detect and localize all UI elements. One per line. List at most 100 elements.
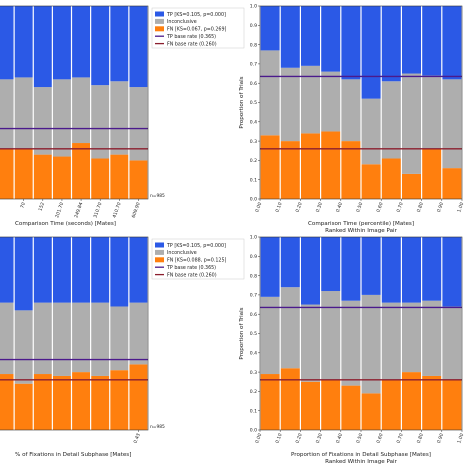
bar-segment-fn: [129, 160, 148, 199]
y-tick-label: 0.8: [250, 42, 257, 48]
y-tick-label: 0.1: [250, 177, 257, 183]
bar-segment-fn: [72, 143, 91, 199]
bar-segment-tp: [33, 237, 52, 303]
y-axis-label: Proportion of Trials: [239, 76, 245, 128]
bar-segment-fn: [280, 141, 300, 199]
bar-segment-fn: [14, 148, 33, 199]
bar-segment-inconclusive: [341, 79, 361, 142]
bar-segment-tp: [301, 6, 320, 66]
legend-swatch-fn: [155, 26, 164, 32]
bar-segment-fn: [0, 148, 14, 199]
y-tick-label: 0.7: [250, 293, 257, 299]
y-tick-label: 0.6: [250, 312, 257, 318]
bar-segment-tp: [280, 6, 300, 68]
y-tick-label: 0.8: [250, 273, 257, 279]
bar-segment-tp: [129, 237, 148, 303]
bar-segment-inconclusive: [442, 306, 462, 380]
bar-segment-inconclusive: [110, 306, 129, 371]
bar-segment-tp: [110, 6, 129, 82]
bar-segment-tp: [301, 237, 320, 305]
bar-segment-inconclusive: [91, 302, 110, 376]
bar-segment-inconclusive: [14, 77, 33, 149]
y-axis-label: Proportion of Trials: [239, 307, 245, 359]
bar-segment-inconclusive: [361, 294, 381, 394]
x-axis-label: Comparison Time (percentile) [Mates]: [308, 221, 414, 227]
bar-segment-tp: [422, 237, 442, 301]
y-tick-label: 0.0: [250, 197, 257, 203]
bar-segment-inconclusive: [422, 75, 442, 149]
bar-segment-inconclusive: [422, 300, 442, 376]
x-tick-label: 0.90: [436, 433, 445, 445]
legend-swatch-tp: [155, 242, 164, 248]
bar-segment-fn: [260, 374, 280, 430]
bar-segment-tp: [52, 237, 71, 303]
x-tick-label: 0.50: [355, 433, 364, 445]
x-tick-label: 0.70: [396, 433, 405, 445]
bar-segment-tp: [91, 6, 110, 86]
x-tick-label: 0.10: [274, 202, 283, 214]
bar-segment-inconclusive: [110, 81, 129, 155]
y-tick-label: 1.0: [250, 4, 257, 10]
bar-segment-fn: [422, 148, 442, 199]
x-tick-label: 609.90: [131, 202, 142, 219]
x-tick-label: 1.00: [456, 202, 465, 214]
bar-segment-inconclusive: [301, 65, 320, 134]
x-tick-label: 0.43: [133, 433, 142, 445]
y-tick-label: 0.6: [250, 81, 257, 87]
bar-segment-fn: [442, 379, 462, 430]
bar-segment-inconclusive: [381, 81, 401, 159]
x-tick-label: 201.70: [54, 202, 65, 219]
bar-segment-inconclusive: [72, 77, 91, 144]
legend-swatch-fn: [155, 257, 164, 263]
bar-segment-tp: [129, 6, 148, 88]
bar-segment-inconclusive: [361, 98, 381, 165]
legend-entry: Inconclusive: [167, 19, 197, 25]
bar-segment-fn: [321, 379, 341, 430]
legend-entry: TP [KS=0.105, p=0.000]: [166, 12, 226, 18]
x-tick-label: 0.30: [315, 433, 324, 445]
legend-swatch-inconclusive: [155, 18, 164, 24]
legend-entry: FN base rate (0.260): [167, 41, 217, 47]
x-tick-label: 0.00: [254, 202, 263, 214]
bar-segment-fn: [33, 154, 52, 199]
bar-segment-fn: [402, 372, 421, 430]
bar-segment-fn: [14, 383, 33, 430]
legend-box: [151, 238, 245, 280]
y-tick-label: 0.0: [250, 428, 257, 434]
y-tick-label: 0.2: [250, 389, 257, 395]
legend-entry: TP [KS=0.105, p=0.000]: [166, 243, 226, 249]
y-tick-label: 0.5: [250, 331, 257, 337]
x-axis-label: Comparison Time (seconds) [Mates]: [15, 221, 116, 227]
bar-segment-inconclusive: [129, 302, 148, 365]
x-axis-label: Ranked Within Image Pair: [325, 459, 398, 465]
bar-segment-tp: [442, 6, 462, 80]
bar-segment-fn: [52, 156, 71, 199]
bar-segment-tp: [381, 237, 401, 303]
y-tick-label: 0.7: [250, 62, 257, 68]
x-tick-label: 0.20: [295, 202, 304, 214]
bar-segment-inconclusive: [260, 296, 280, 375]
bar-segment-tp: [341, 237, 361, 301]
bar-segment-inconclusive: [402, 73, 421, 174]
bar-segment-fn: [301, 133, 320, 199]
y-tick-label: 0.4: [250, 120, 257, 126]
bar-segment-fn: [422, 375, 442, 430]
y-tick-label: 0.3: [250, 139, 257, 145]
bar-segment-fn: [110, 370, 129, 430]
bar-segment-tp: [321, 6, 341, 72]
bar-segment-tp: [0, 6, 14, 80]
bar-segment-fn: [341, 385, 361, 430]
legend-swatch-inconclusive: [155, 249, 164, 255]
bar-segment-inconclusive: [280, 287, 300, 369]
bar-segment-tp: [260, 6, 280, 51]
bar-segment-inconclusive: [91, 85, 110, 159]
bar-segment-tp: [33, 6, 52, 88]
bar-segment-tp: [260, 237, 280, 297]
bar-segment-tp: [341, 6, 361, 80]
x-axis-label: % of Fixations in Detail Subphase [Mates…: [15, 452, 131, 458]
bar-segment-inconclusive: [260, 50, 280, 136]
bar-segment-tp: [402, 237, 421, 303]
bar-segment-tp: [91, 237, 110, 303]
bar-segment-fn: [280, 368, 300, 430]
bar-segment-fn: [442, 168, 462, 199]
